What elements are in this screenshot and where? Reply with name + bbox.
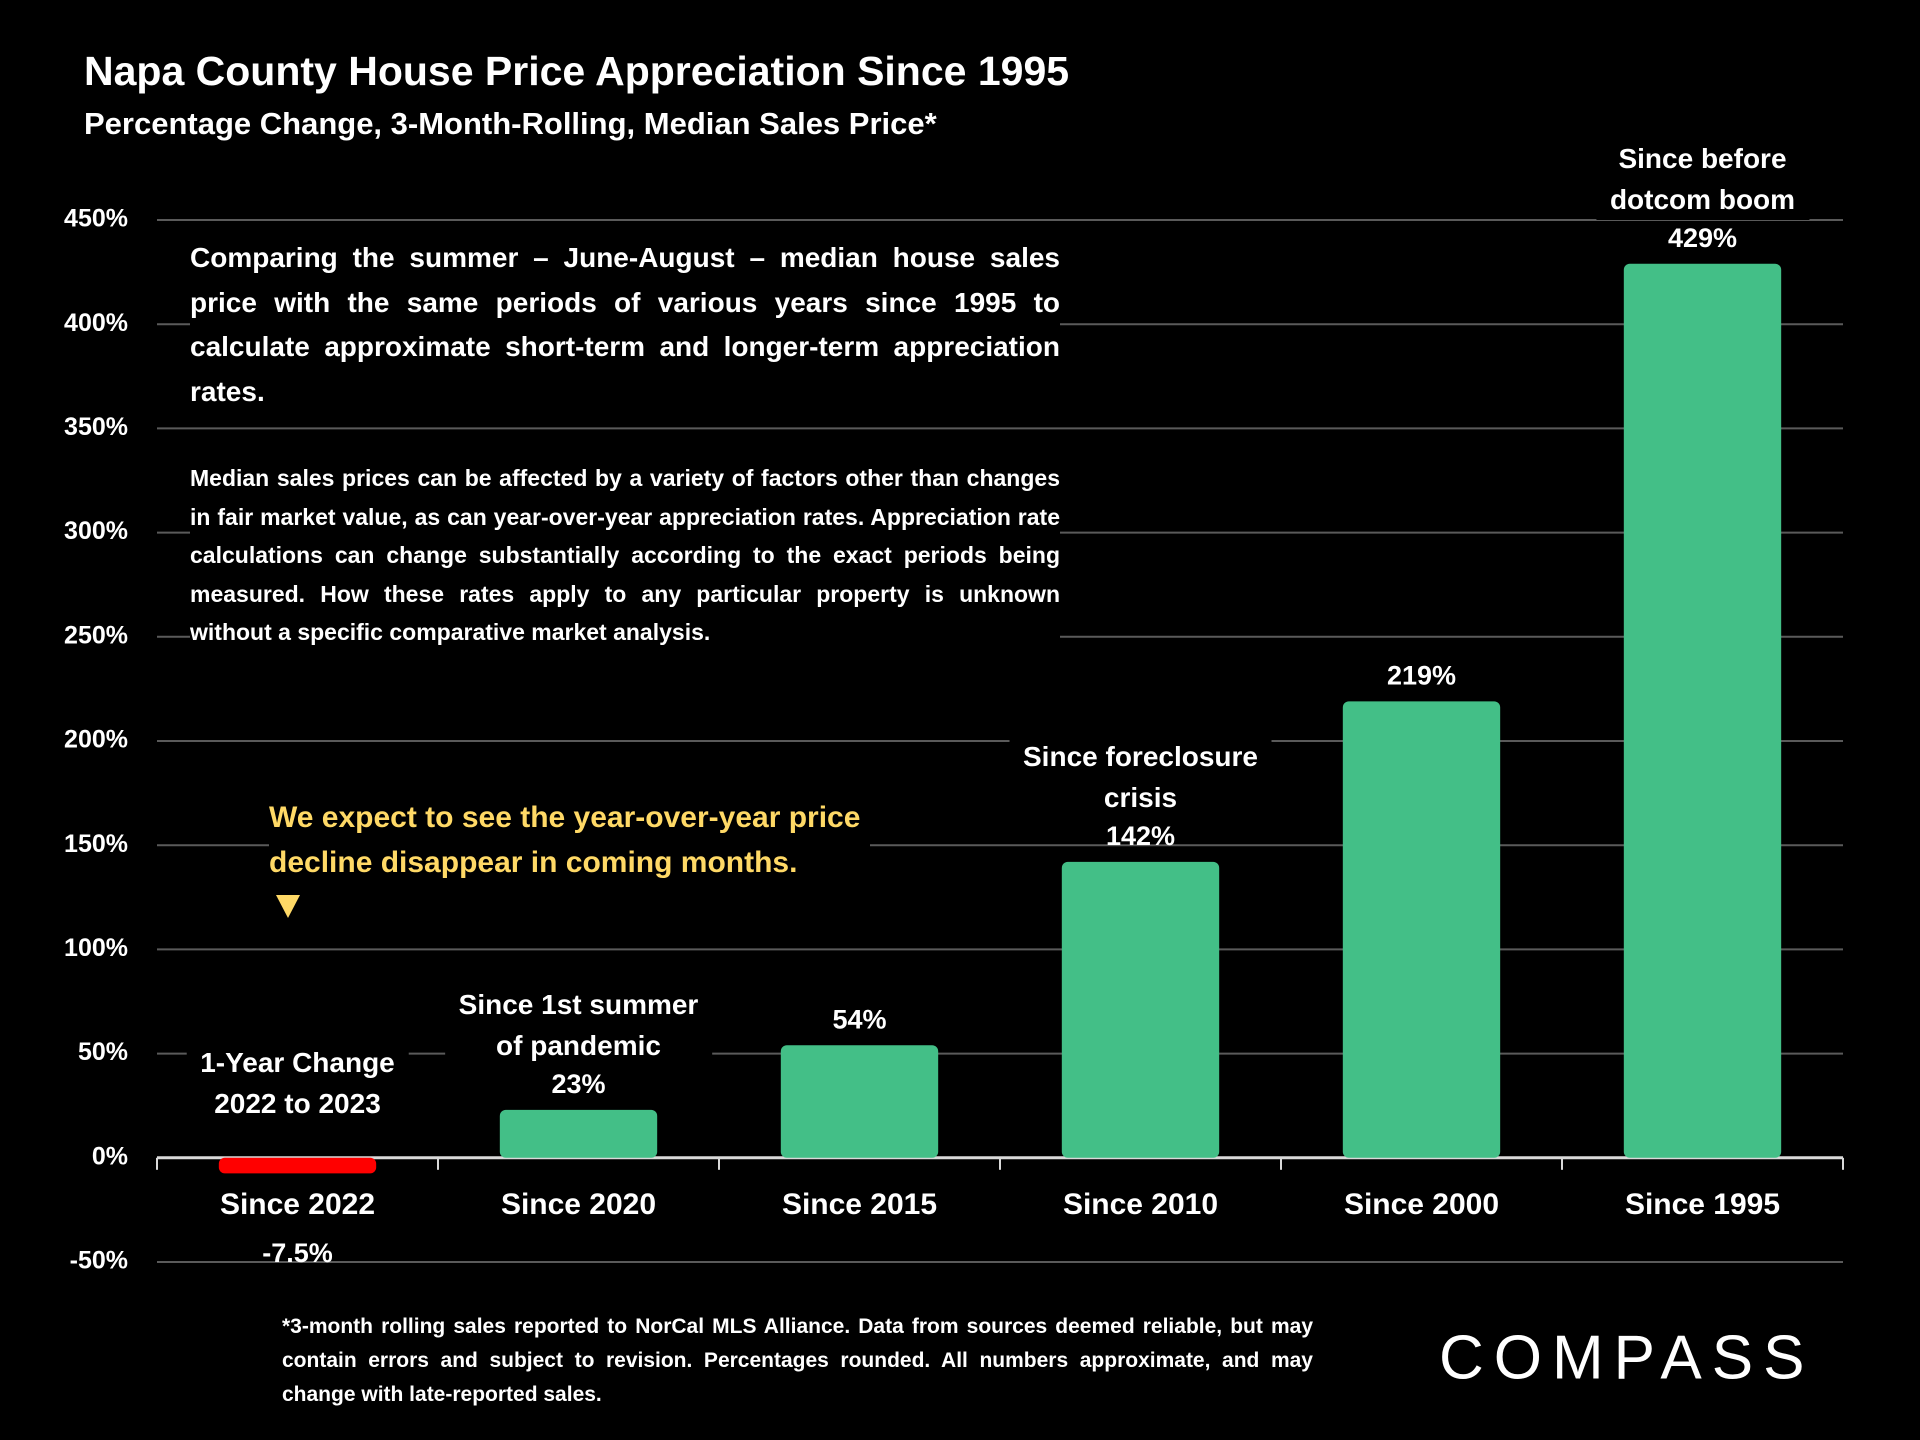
y-tick-label: -50% [70,1247,128,1275]
x-tick-label: Since 2000 [1344,1188,1499,1221]
callout-line: We expect to see the year-over-year pric… [269,801,861,834]
annotation: Since 1st summer of pandemic [444,983,713,1066]
annotation: Since foreclosure crisis [1009,735,1272,818]
value-label: 219% [1387,661,1456,691]
callout-line: decline disappear in coming months. [269,846,798,879]
y-tick-label: 0% [92,1142,128,1170]
callout-arrow [276,895,300,918]
bar [1623,263,1782,1158]
footnote: *3-month rolling sales reported to NorCa… [282,1310,1313,1412]
annotation: 1-Year Change 2022 to 2023 [186,1041,409,1124]
value-label: 23% [551,1069,605,1099]
y-tick-label: 300% [64,517,128,545]
x-tick-label: Since 2015 [782,1188,937,1221]
annotation-line: Since foreclosure [1023,740,1258,772]
y-tick-label: 100% [64,934,128,962]
annotation-line: 1-Year Change [200,1046,395,1078]
x-tick-label: Since 2022 [220,1188,375,1221]
y-tick-label: 50% [78,1038,128,1066]
bar [218,1157,377,1174]
logo: COMPASS [1439,1323,1814,1392]
callout: We expect to see the year-over-year pric… [269,795,871,885]
bar [1342,701,1501,1158]
value-label: 429% [1668,223,1737,253]
x-tick-label: Since 2010 [1063,1188,1218,1221]
x-tick-label: Since 1995 [1625,1188,1780,1221]
y-tick-label: 200% [64,726,128,754]
value-label: 54% [832,1004,886,1034]
y-tick-label: 350% [64,413,128,441]
paragraph: Median sales prices can be affected by a… [190,459,1060,652]
annotation-line: dotcom boom [1609,183,1796,215]
annotation: Since before dotcom boom [1595,137,1810,220]
x-tick-label: Since 2020 [501,1188,656,1221]
chart-title: Napa County House Price Appreciation Sin… [84,48,1069,94]
chart-subtitle: Percentage Change, 3-Month-Rolling, Medi… [84,106,938,141]
annotation-line: of pandemic [496,1029,661,1061]
paragraph: Comparing the summer – June-August – med… [190,236,1060,414]
bar [499,1109,658,1158]
value-label: -7.5% [262,1238,333,1268]
value-label: 142% [1106,821,1175,851]
annotation-line: Since before [1618,142,1787,174]
annotation-line: crisis [1103,781,1178,813]
bar [1061,861,1220,1158]
y-tick-label: 450% [64,205,128,233]
annotation-line: Since 1st summer [458,988,699,1020]
bar [780,1045,939,1158]
annotation-line: 2022 to 2023 [214,1087,381,1119]
y-tick-label: 150% [64,830,128,858]
y-tick-label: 250% [64,621,128,649]
y-tick-label: 400% [64,309,128,337]
